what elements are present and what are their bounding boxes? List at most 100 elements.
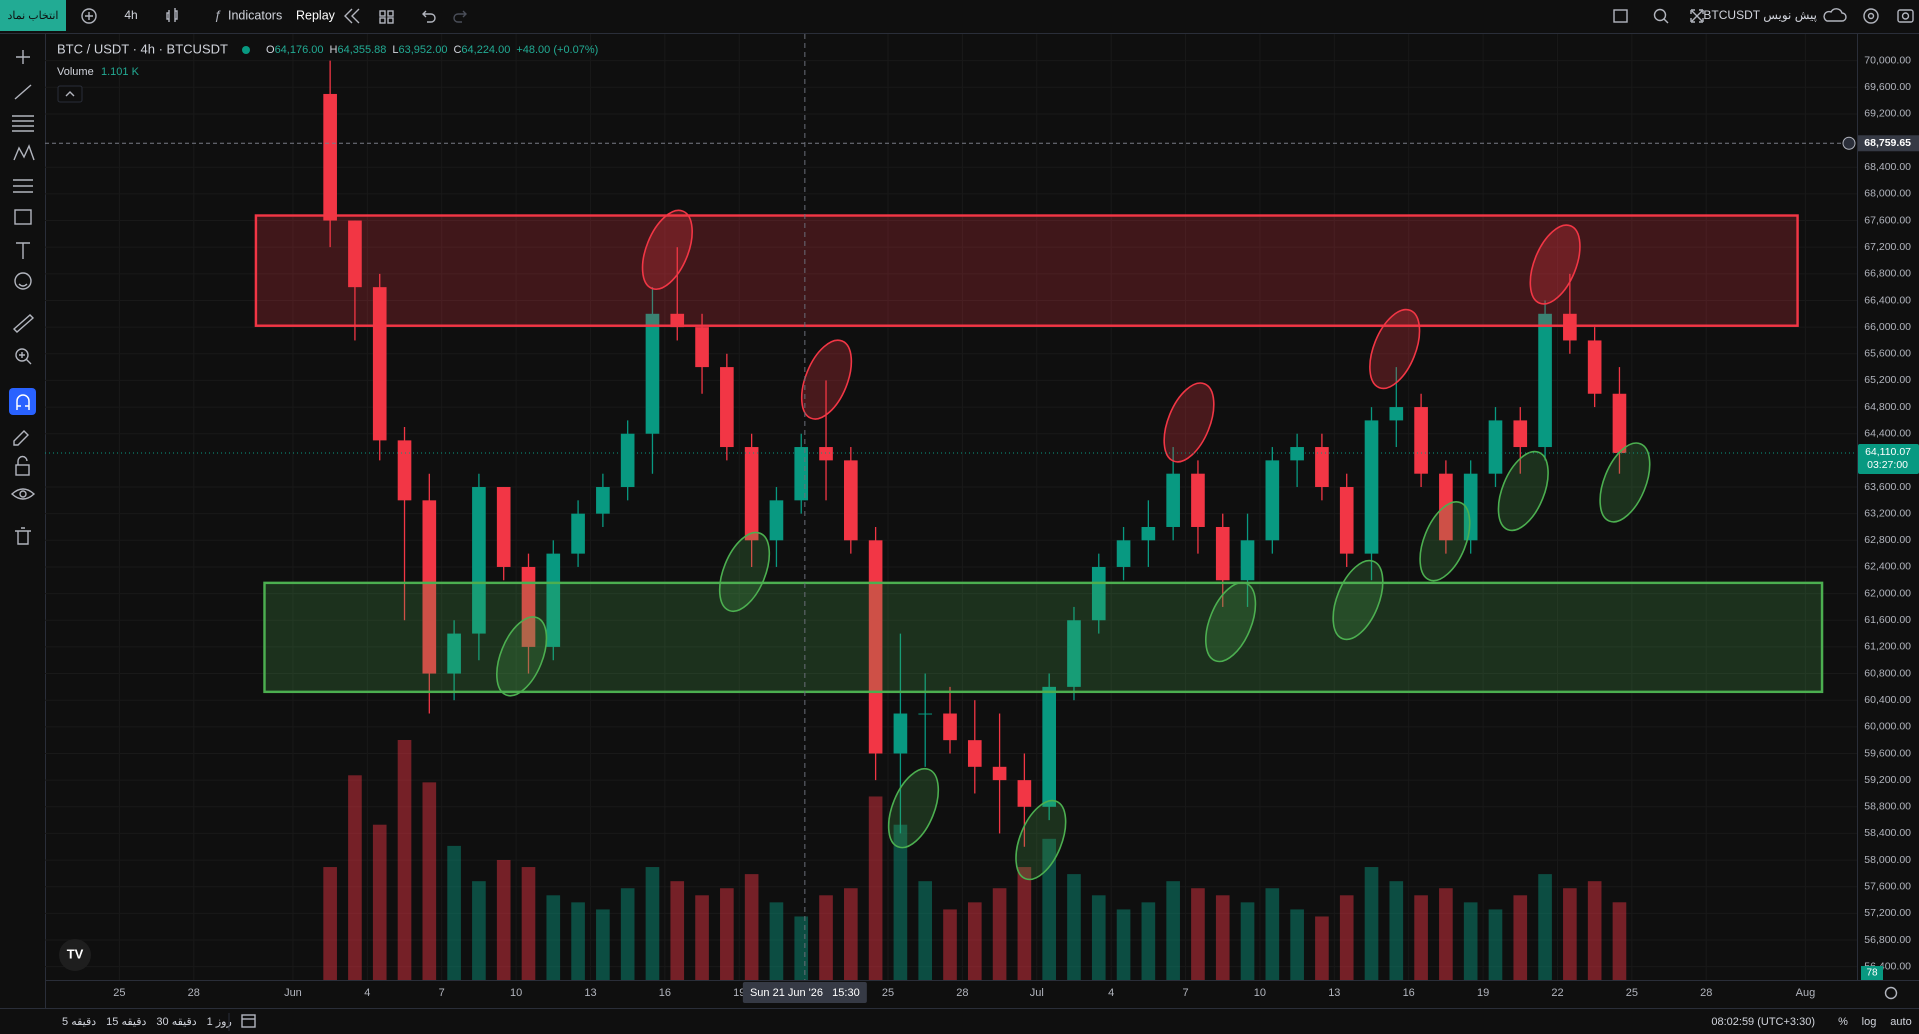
ohlc-value: 64,176.00 [275, 44, 324, 56]
alert-icon[interactable] [1842, 136, 1856, 150]
y-tick-label: 57,600.00 [1864, 881, 1911, 893]
highlight-ellipse[interactable] [879, 762, 949, 855]
ohlc-value: 64,355.88 [337, 44, 386, 56]
highlight-ellipse[interactable] [1006, 794, 1076, 887]
alert-price-label: 68,759.65 [1864, 137, 1911, 149]
draw-mode-tool[interactable] [13, 430, 29, 446]
symbol-button[interactable] [0, 0, 66, 31]
volume-bar [1290, 909, 1304, 980]
highlight-ellipse[interactable] [1590, 436, 1660, 529]
goto-date-icon[interactable] [241, 1014, 256, 1028]
candle-body [1215, 526, 1230, 581]
search-icon[interactable] [1653, 8, 1669, 24]
candle-body [1364, 420, 1379, 554]
range-button[interactable]: 30 دقیقه [156, 1016, 196, 1028]
settings-icon[interactable] [1863, 8, 1879, 24]
candle-body [422, 500, 437, 674]
candle-body [1563, 313, 1577, 341]
volume-bar [1339, 895, 1354, 980]
lock-tool[interactable] [15, 455, 30, 476]
trendline-tool[interactable] [14, 84, 32, 100]
replay-icon[interactable] [344, 8, 360, 24]
volume-bar [695, 895, 709, 980]
x-tick-label: 16 [659, 987, 671, 999]
symbol-button-text[interactable]: انتخاب نماد [8, 10, 59, 22]
legend-ohlc: O64,176.00 H64,355.88 L63,952.00 C64,224.00… [266, 44, 598, 56]
volume-bar [670, 881, 685, 980]
redo-icon[interactable] [453, 10, 467, 23]
undo-icon[interactable] [422, 10, 436, 23]
crosshair-tool[interactable] [16, 50, 30, 64]
highlight-ellipse[interactable] [632, 203, 702, 296]
highlight-ellipse[interactable] [1410, 495, 1480, 588]
highlight-ellipse[interactable] [1154, 376, 1224, 469]
highlight-ellipse[interactable] [792, 333, 862, 426]
emoji-tool[interactable] [14, 272, 32, 290]
ohlc-value: 63,952.00 [399, 44, 448, 56]
fullscreen-square-icon[interactable] [1613, 9, 1628, 23]
volume-bar [893, 824, 908, 980]
magnet-tool-active[interactable] [9, 388, 36, 415]
highlight-ellipse[interactable] [710, 525, 780, 618]
candle-body [1463, 473, 1478, 541]
replay-button[interactable]: Replay [296, 8, 336, 22]
x-tick-label: 25 [882, 987, 894, 999]
ohlc-key: H [330, 44, 338, 56]
auto-toggle[interactable]: auto [1890, 1016, 1911, 1028]
tradingview-logo[interactable]: TV [59, 939, 91, 971]
fib-tool[interactable] [12, 115, 34, 132]
highlight-ellipse[interactable] [1360, 303, 1430, 396]
volume-bar [323, 867, 337, 980]
candle-body [472, 487, 486, 634]
pattern-tool[interactable] [13, 144, 35, 161]
candle-body [819, 447, 833, 461]
support-zone[interactable] [263, 581, 1824, 694]
ohlc-value: 64,224.00 [461, 44, 510, 56]
y-tick-label: 60,400.00 [1864, 694, 1911, 706]
x-tick-label: 16 [1403, 987, 1415, 999]
interval-button[interactable]: 4h [124, 8, 137, 22]
chart-type-icon[interactable] [166, 8, 178, 22]
delete-tool[interactable] [15, 527, 31, 545]
expand-icon[interactable] [1690, 9, 1704, 23]
range-button[interactable]: 1 روز [207, 1016, 232, 1028]
collapse-arrow[interactable] [65, 91, 75, 97]
layout-icon[interactable] [379, 10, 394, 24]
ruler-tool[interactable] [12, 314, 35, 333]
snapshot-icon[interactable] [1897, 9, 1914, 23]
indicators-icon[interactable]: ƒ [214, 7, 221, 22]
volume-bar [794, 916, 809, 980]
candle-body [720, 367, 734, 448]
percent-toggle[interactable]: % [1838, 1016, 1848, 1028]
highlight-ellipse[interactable] [487, 610, 557, 703]
highlight-ellipse[interactable] [1323, 554, 1393, 647]
cloud-icon[interactable] [1823, 8, 1847, 22]
y-tick-label: 61,200.00 [1864, 641, 1911, 653]
indicators-button[interactable]: Indicators [228, 8, 282, 22]
log-toggle[interactable]: log [1862, 1016, 1877, 1028]
highlight-ellipse[interactable] [1196, 576, 1266, 669]
y-tick-label: 69,600.00 [1864, 81, 1911, 93]
volume-bar [967, 902, 982, 980]
crosshair-time-label: Sun 21 Jun '26 15:30 [750, 987, 860, 999]
legend-collapse-button[interactable] [57, 85, 83, 103]
text-tool[interactable] [16, 242, 30, 259]
zoom-tool[interactable] [15, 348, 32, 365]
visibility-tool[interactable] [10, 488, 36, 500]
add-symbol-icon[interactable] [81, 8, 97, 24]
layout-name[interactable]: BTCUSDT پیش نویس [1703, 8, 1817, 22]
highlight-ellipse[interactable] [1488, 445, 1558, 538]
fx-glyph[interactable]: ƒ [214, 7, 221, 22]
range-button[interactable]: 5 دقیقه [62, 1016, 96, 1028]
volume-bar [348, 775, 362, 980]
prediction-tool[interactable] [13, 179, 33, 193]
range-button[interactable]: 15 دقیقه [106, 1016, 146, 1028]
y-tick-label: 68,000.00 [1864, 188, 1911, 200]
axis-settings-icon[interactable] [1884, 986, 1898, 1000]
candle-body [769, 500, 784, 541]
resistance-zone[interactable] [254, 214, 1799, 327]
highlight-ellipse[interactable] [1520, 218, 1590, 311]
volume-bar [596, 909, 610, 980]
shape-tool[interactable] [14, 209, 32, 225]
magnet-tool[interactable] [16, 394, 30, 410]
